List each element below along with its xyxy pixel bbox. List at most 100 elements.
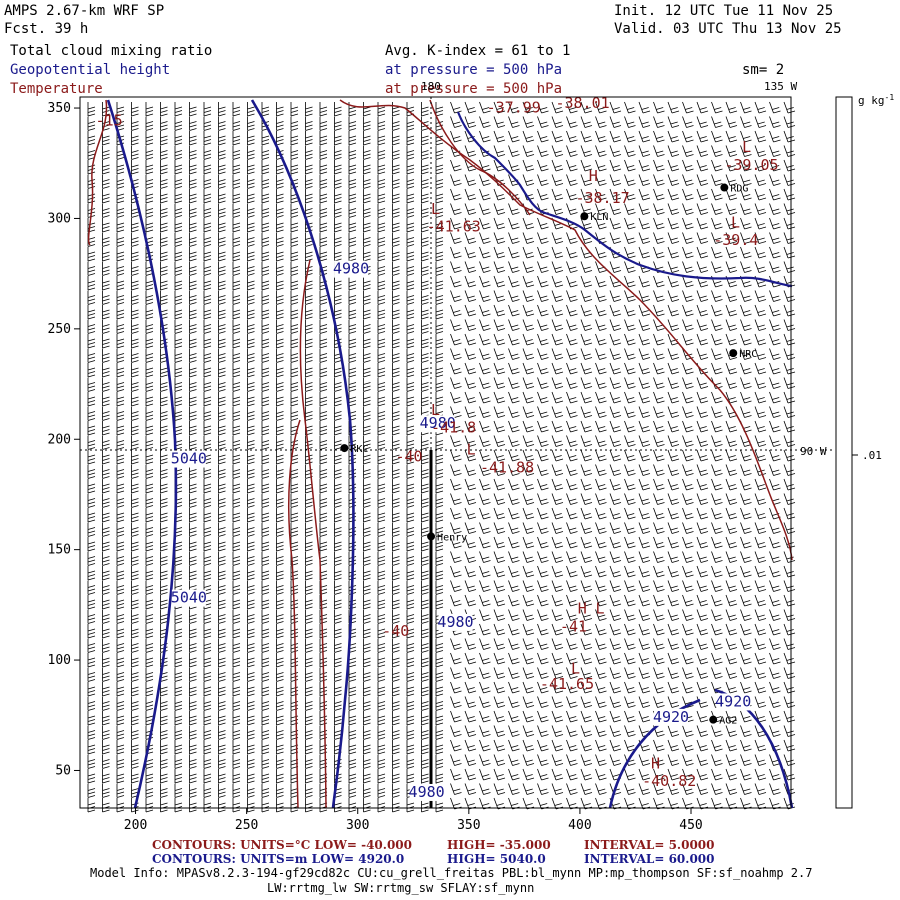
wind-barb-737	[116, 319, 125, 334]
wind-barb-221	[450, 159, 462, 172]
wind-barb-403	[247, 218, 255, 233]
wind-barb-2138	[537, 725, 549, 737]
wind-barb-1705	[653, 594, 665, 607]
wind-barb-2378	[464, 797, 477, 810]
wind-barb-760	[450, 319, 462, 331]
wind-barb-1592	[435, 566, 444, 581]
wind-barb-887	[160, 363, 168, 378]
wind-barb-671	[580, 290, 593, 302]
wind-barb-454	[276, 232, 284, 247]
wind-barb-1691	[450, 594, 462, 607]
wind-barb-881	[783, 348, 796, 360]
wind-barb-231	[595, 159, 607, 172]
wind-barb-1108	[522, 420, 535, 433]
wind-barb-155	[203, 145, 212, 160]
wind-barb-299	[160, 189, 168, 204]
wind-barb-1908	[754, 652, 767, 665]
wind-barb-2271	[334, 769, 342, 784]
wind-barb-2040	[537, 696, 549, 708]
wind-barb-184	[624, 145, 636, 157]
wind-barb-13	[276, 102, 284, 117]
wind-barb-413	[392, 218, 400, 233]
wind-barb-1946	[595, 667, 607, 679]
wind-barb-144	[754, 130, 767, 143]
wind-barb-706	[377, 305, 386, 320]
wind-barb-1513	[711, 536, 723, 549]
wind-barb-162	[305, 145, 313, 160]
wind-barb-1572	[145, 566, 154, 581]
wind-barb-2398	[754, 797, 767, 810]
wind-barb-1154	[479, 435, 491, 447]
wind-barb-1262	[624, 464, 636, 476]
wind-barb-962	[537, 377, 549, 389]
wind-barb-1931	[377, 667, 386, 682]
wind-barb-1230	[160, 464, 168, 479]
wind-barb-272	[479, 174, 491, 186]
wind-barb-1890	[493, 652, 506, 665]
wind-barb-2257	[131, 769, 139, 784]
wind-barb-889	[189, 363, 197, 378]
wind-barb-310	[319, 189, 328, 204]
wind-barb-436	[725, 217, 738, 230]
wind-barb-930	[783, 362, 796, 375]
wind-barb-1538	[363, 551, 371, 566]
wind-barb-1070	[682, 406, 694, 418]
wind-barb-400	[203, 218, 212, 233]
wind-barb-2264	[232, 769, 241, 784]
wind-barb-1896	[580, 652, 593, 665]
wind-barb-2279	[450, 768, 462, 781]
wind-barb-1497	[479, 536, 491, 549]
wind-barb-1445	[435, 522, 444, 537]
wind-barb-206	[232, 160, 241, 175]
wind-barb-313	[363, 189, 371, 204]
wind-barb-746	[247, 319, 255, 334]
wind-barb-1793	[508, 623, 520, 636]
wind-barb-2219	[290, 754, 299, 769]
wind-barb-789	[160, 334, 168, 349]
wind-barb-1964	[145, 682, 154, 697]
wind-barb-466	[450, 232, 462, 244]
wind-barb-870	[624, 348, 636, 360]
wind-barb-663	[464, 290, 477, 302]
wind-barb-595	[189, 276, 197, 291]
extremum-marker-1: H	[589, 167, 598, 185]
wind-barb-1870	[203, 653, 212, 668]
wind-barb-1945	[580, 667, 593, 679]
wind-barb-376	[566, 203, 578, 215]
wind-barb-2080	[406, 711, 415, 726]
wind-barb-897	[305, 363, 313, 378]
wind-barb-1246	[392, 464, 400, 479]
wind-barb-238	[696, 159, 709, 172]
wind-barb-1952	[682, 667, 694, 679]
wind-barb-2346	[711, 783, 723, 795]
wind-barb-682	[740, 290, 752, 302]
wind-barb-2048	[653, 696, 665, 708]
wind-barb-2323	[377, 783, 386, 798]
wind-barb-2244	[653, 754, 665, 766]
wind-barb-246	[102, 174, 110, 189]
wind-barb-714	[493, 304, 506, 317]
wind-barb-1993	[566, 681, 578, 694]
wind-barb-1125	[769, 420, 781, 433]
wind-barb-346	[131, 203, 139, 218]
wind-barb-334	[667, 188, 680, 201]
wind-barb-2197	[682, 739, 694, 752]
wind-barb-479	[638, 232, 651, 244]
wind-barb-600	[261, 276, 270, 291]
wind-barb-1894	[551, 652, 564, 665]
wind-barb-1311	[624, 478, 636, 491]
wind-barb-46	[754, 101, 767, 114]
wind-barb-505	[305, 247, 313, 262]
wind-barb-1897	[595, 652, 607, 665]
wind-barb-1368	[740, 493, 752, 505]
wind-barb-1771	[189, 624, 197, 639]
wind-barb-295	[102, 189, 110, 204]
wind-barb-1557	[638, 551, 651, 563]
wind-barb-389	[754, 203, 767, 215]
wind-barb-1658	[682, 580, 694, 592]
wind-barb-167	[377, 145, 386, 160]
wind-barb-1738	[421, 609, 429, 624]
wind-barb-491	[102, 247, 110, 262]
wind-barb-197	[102, 160, 110, 175]
wind-barb-498	[203, 247, 212, 262]
